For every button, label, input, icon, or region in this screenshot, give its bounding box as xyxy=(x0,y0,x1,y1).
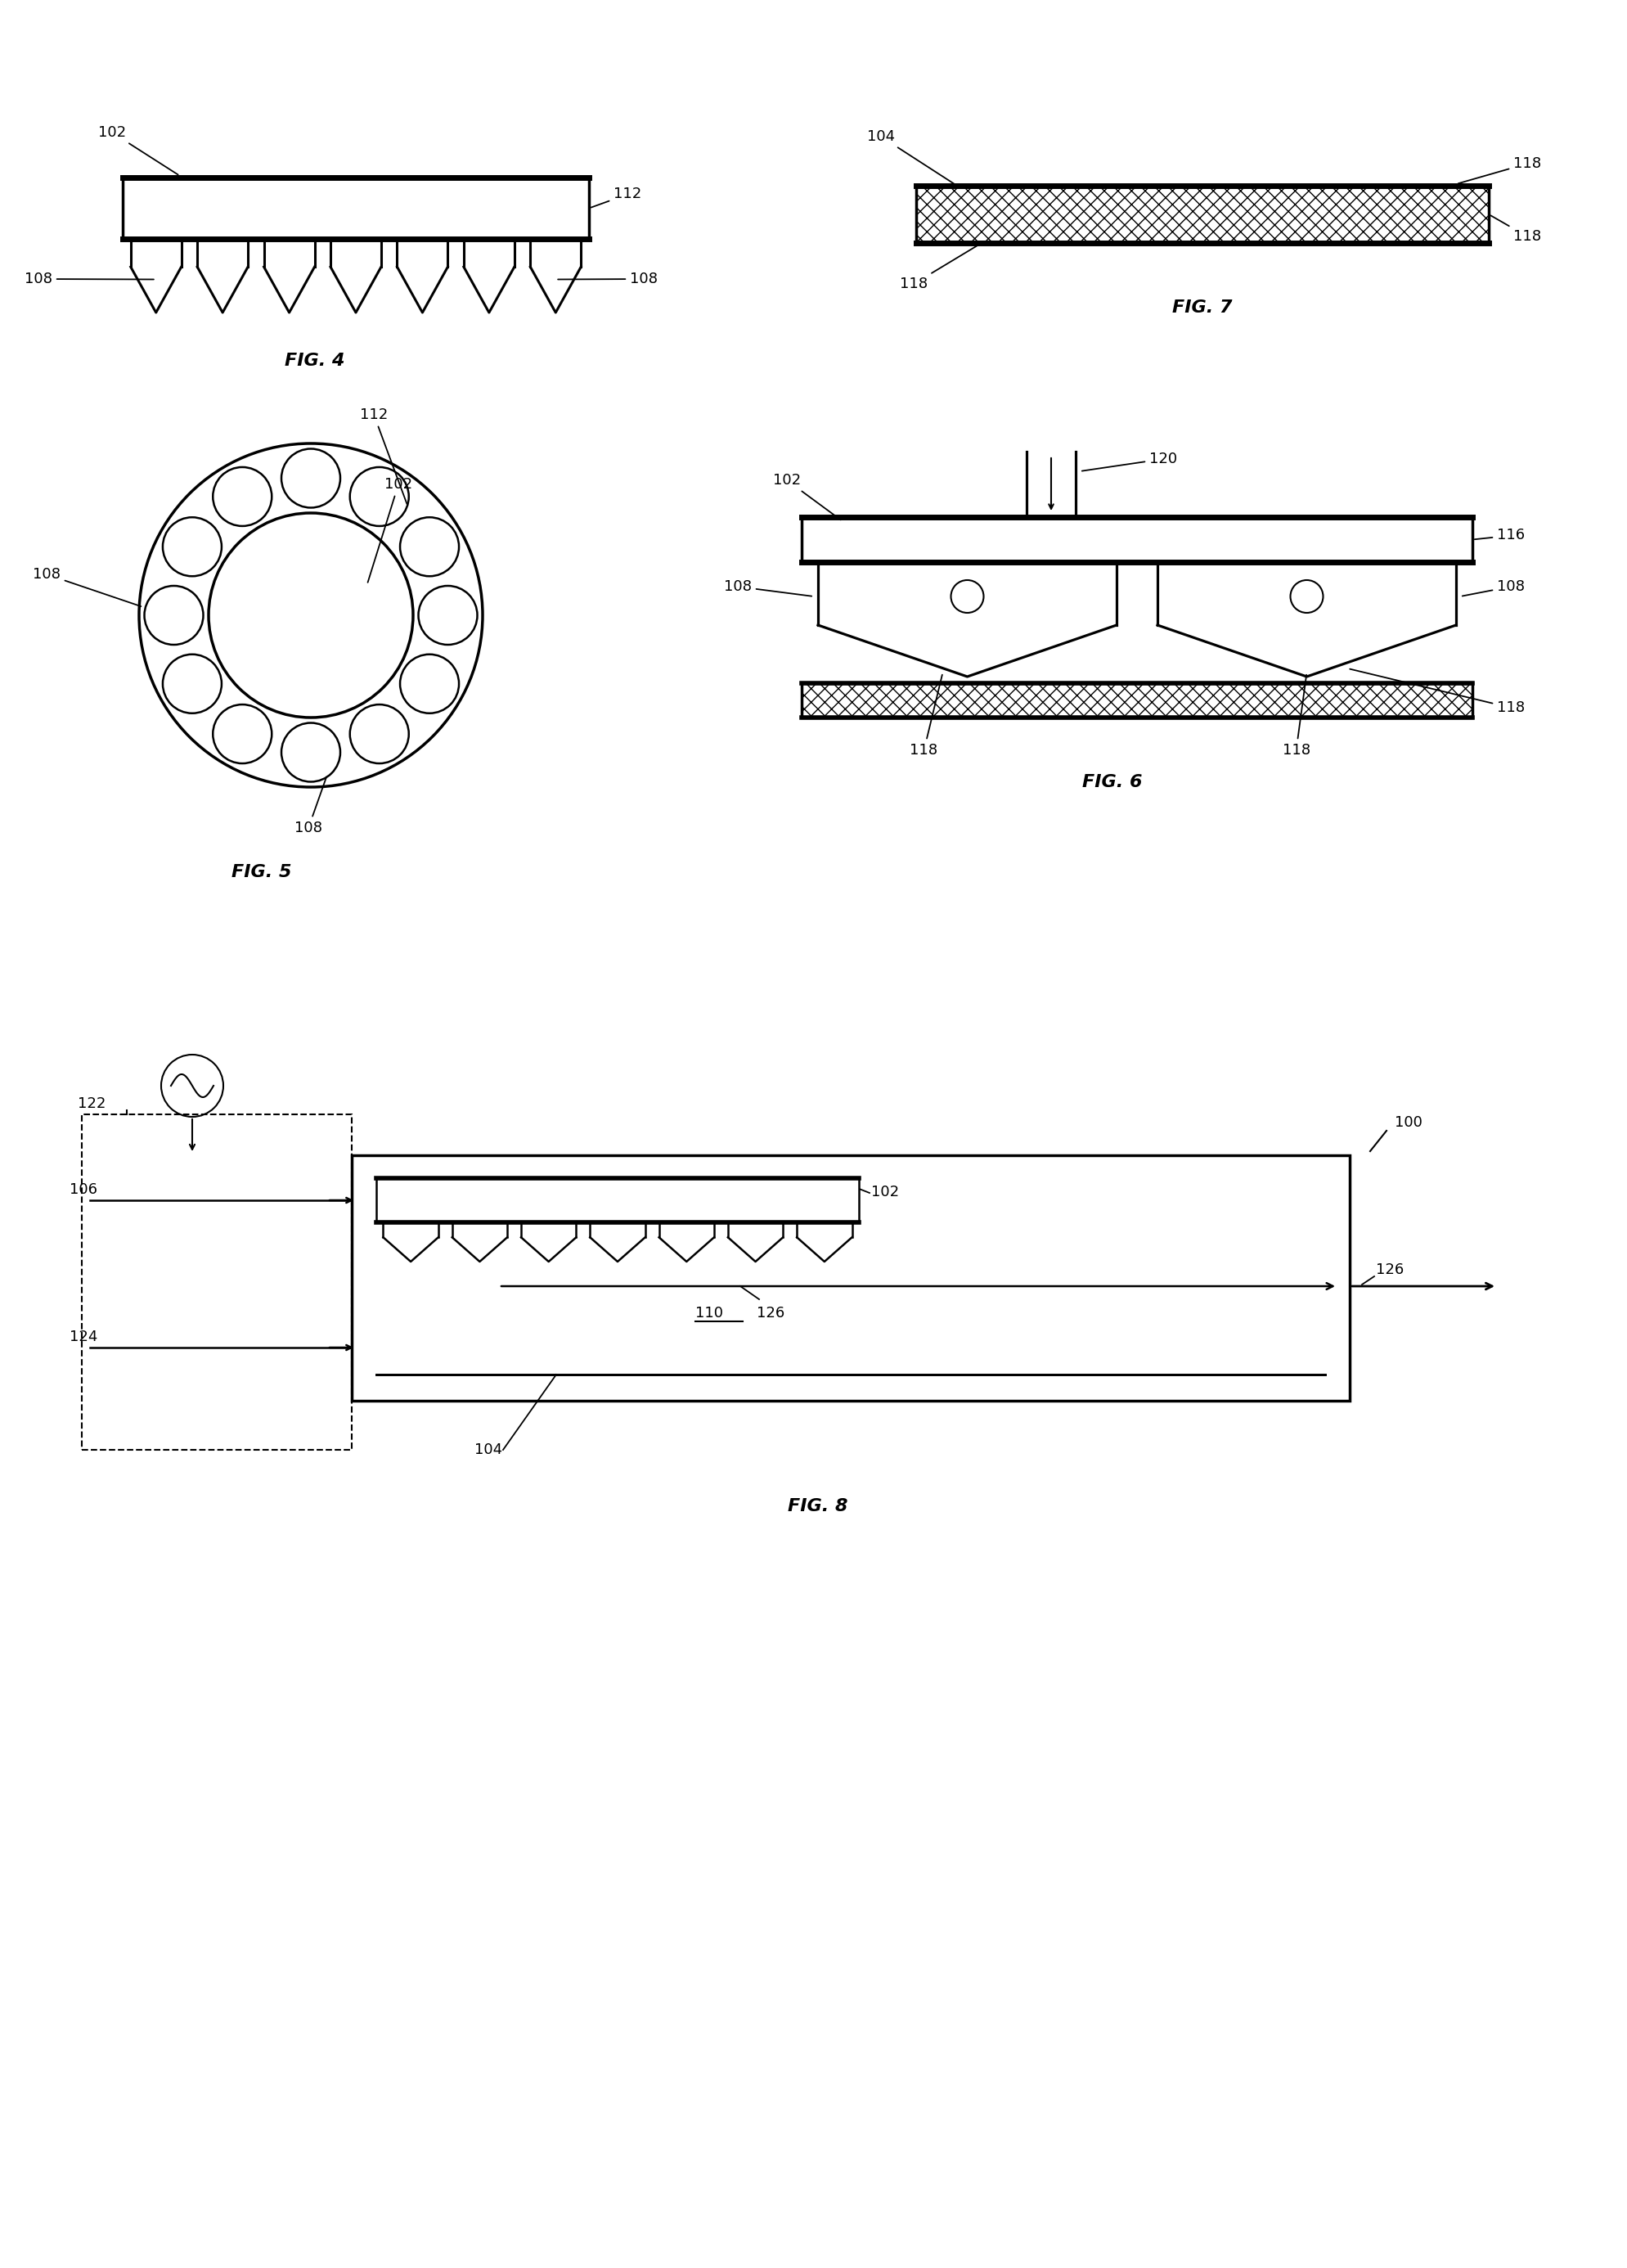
Text: 126: 126 xyxy=(1376,1263,1404,1277)
Bar xyxy=(916,186,1489,243)
Text: 102: 102 xyxy=(870,1184,900,1200)
Text: 112: 112 xyxy=(591,186,641,206)
Text: FIG. 8: FIG. 8 xyxy=(787,1499,848,1515)
Text: 102: 102 xyxy=(368,476,412,583)
Text: 116: 116 xyxy=(1474,528,1524,542)
Bar xyxy=(122,177,589,238)
Text: 122: 122 xyxy=(78,1095,106,1111)
Text: FIG. 5: FIG. 5 xyxy=(231,864,291,880)
Text: 104: 104 xyxy=(475,1442,503,1456)
Text: 112: 112 xyxy=(360,408,407,503)
Text: 108: 108 xyxy=(558,272,657,286)
Text: 108: 108 xyxy=(33,567,142,606)
Text: 110: 110 xyxy=(695,1306,722,1320)
Text: 118: 118 xyxy=(1350,669,1524,714)
Text: 118: 118 xyxy=(909,676,942,758)
Bar xyxy=(802,683,1472,717)
Text: 104: 104 xyxy=(867,129,955,184)
Text: FIG. 6: FIG. 6 xyxy=(1082,773,1142,789)
Text: 102: 102 xyxy=(98,125,177,175)
Text: 118: 118 xyxy=(1458,156,1541,184)
Bar xyxy=(81,1114,351,1449)
Text: 100: 100 xyxy=(1394,1116,1422,1129)
Text: 108: 108 xyxy=(724,578,812,596)
Bar xyxy=(802,517,1472,562)
Text: 108: 108 xyxy=(1463,578,1524,596)
Bar xyxy=(376,1177,859,1222)
Text: 126: 126 xyxy=(757,1306,784,1320)
Text: 118: 118 xyxy=(1282,676,1310,758)
Text: FIG. 7: FIG. 7 xyxy=(1173,299,1233,315)
Text: 118: 118 xyxy=(900,245,979,290)
Text: 108: 108 xyxy=(24,272,153,286)
Text: 124: 124 xyxy=(70,1329,98,1345)
Text: 118: 118 xyxy=(1490,215,1541,245)
Text: 120: 120 xyxy=(1082,451,1178,472)
Text: 108: 108 xyxy=(294,778,327,835)
Bar xyxy=(351,1154,1350,1402)
Text: 106: 106 xyxy=(70,1182,98,1198)
Text: 102: 102 xyxy=(773,474,841,519)
Text: FIG. 4: FIG. 4 xyxy=(285,352,345,370)
